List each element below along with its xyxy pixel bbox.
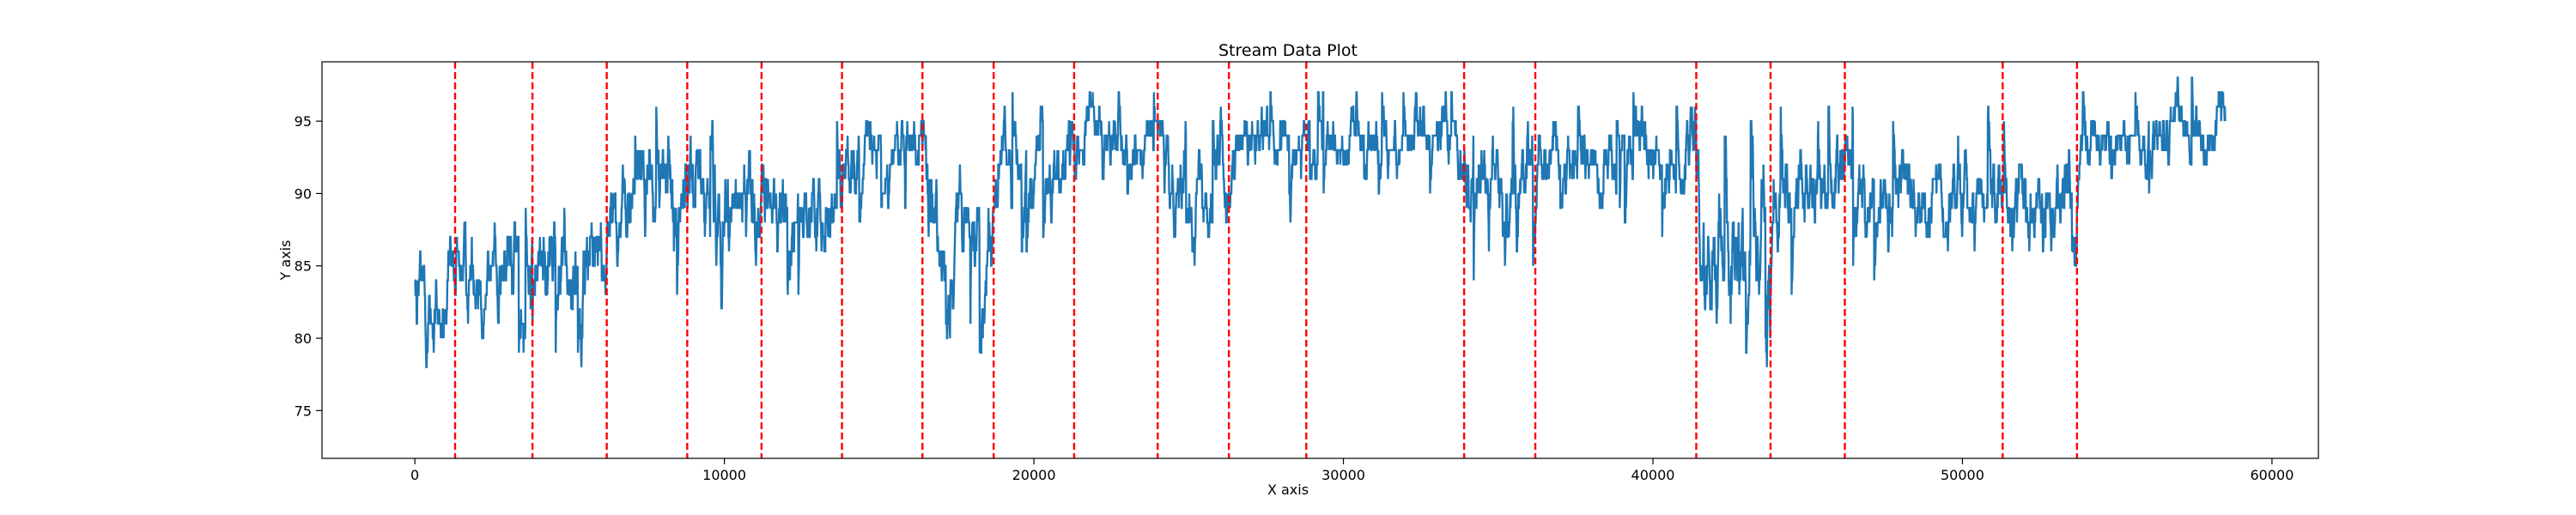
data-series-line: [414, 76, 2227, 368]
x-tick-label-5: 50000: [1941, 467, 1984, 483]
x-tick-label-4: 40000: [1631, 467, 1675, 483]
y-tick-label-0: 75: [295, 403, 312, 419]
y-tick-label-2: 85: [295, 258, 312, 275]
chart-title: Stream Data Plot: [1218, 41, 1358, 60]
y-tick-label-1: 80: [295, 330, 312, 347]
x-tick-label-1: 10000: [702, 467, 746, 483]
y-tick-label-3: 90: [295, 185, 312, 202]
x-tick-label-3: 30000: [1321, 467, 1365, 483]
plot-area: 0 10000 20000 30000 40000 50000 60000 75 80 85 90 9…: [295, 61, 2319, 483]
x-tick-label-6: 60000: [2250, 467, 2293, 483]
y-tick-label-4: 95: [295, 113, 312, 130]
x-tick-label-0: 0: [410, 467, 419, 483]
x-tick-label-2: 20000: [1012, 467, 1056, 483]
y-axis-label: Y axis: [277, 240, 294, 282]
axes-frame: [321, 61, 2319, 459]
x-axis-label: X axis: [1267, 482, 1309, 498]
